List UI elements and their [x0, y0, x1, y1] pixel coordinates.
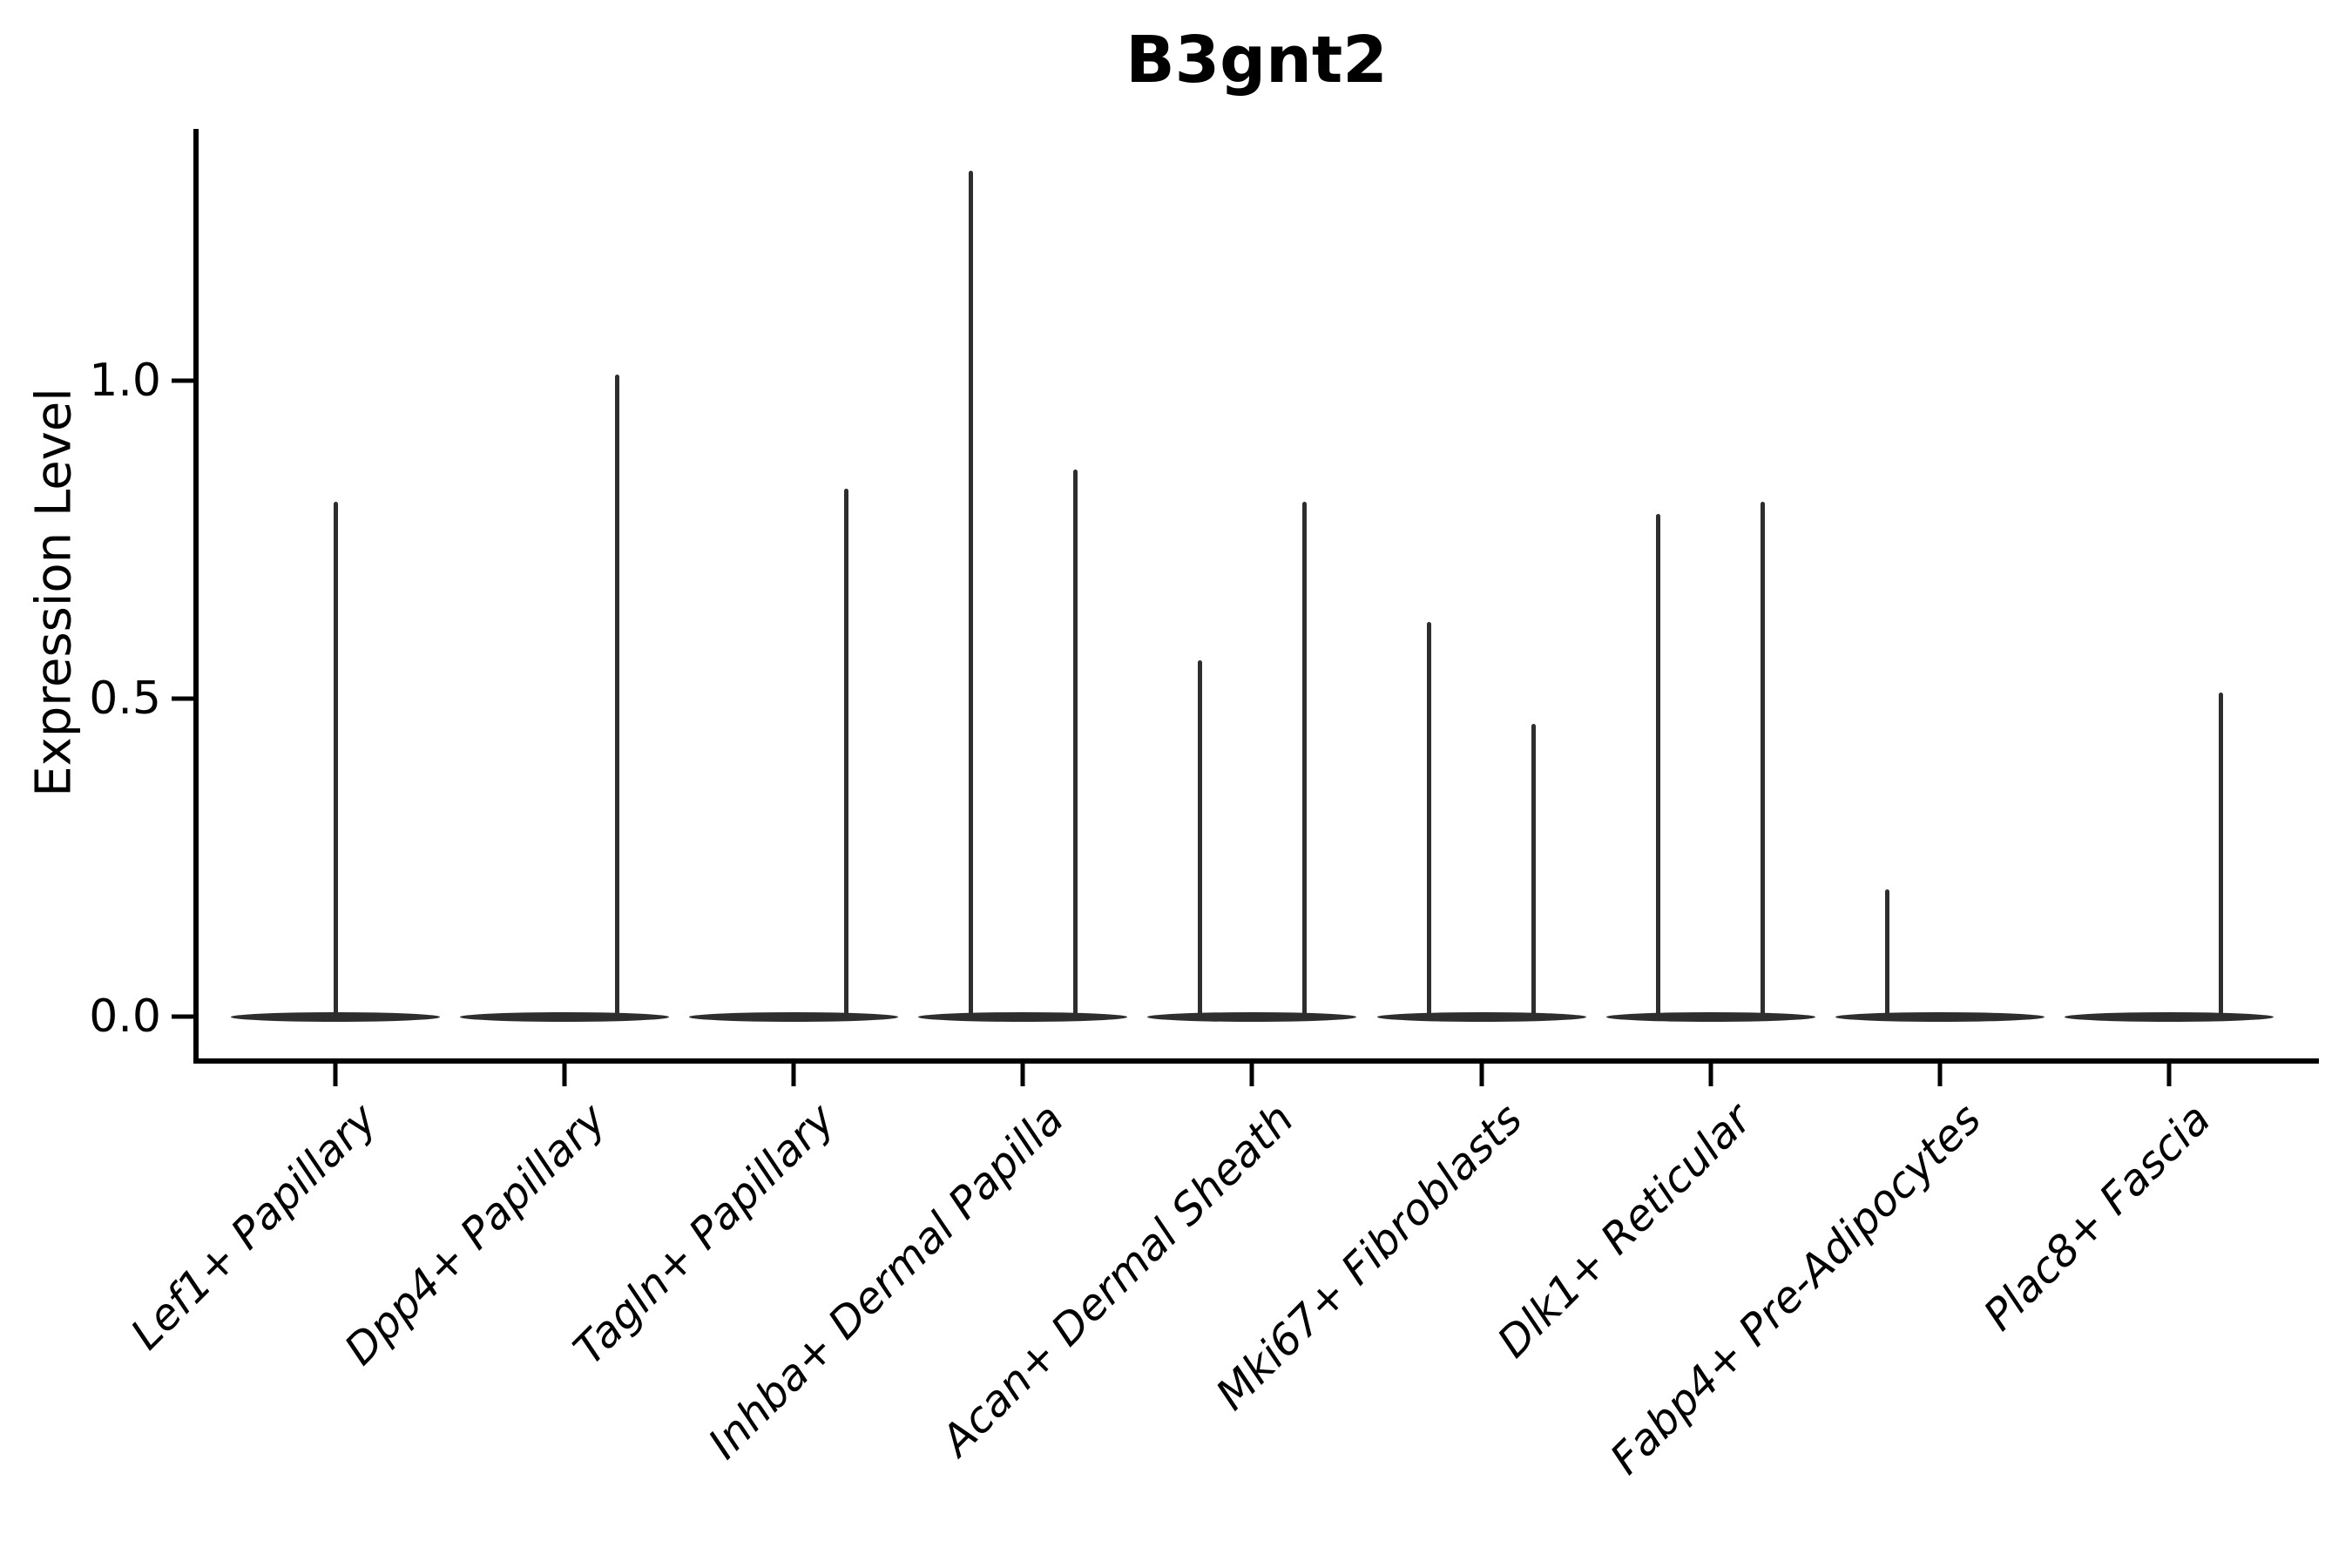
x-tick-label: Plac8+ Fascia	[1973, 1094, 2220, 1341]
violin-body	[2064, 1011, 2274, 1022]
violin-spike	[1197, 660, 1202, 1017]
x-tick-mark	[1479, 1064, 1484, 1086]
violin-body	[918, 1011, 1128, 1022]
violin-spike	[2219, 692, 2224, 1017]
x-tick-mark	[1020, 1064, 1025, 1086]
y-tick-label: 0.0	[89, 990, 161, 1043]
chart-title: B3gnt2	[1125, 23, 1388, 98]
violin-body	[1147, 1011, 1357, 1022]
violin-body	[1376, 1011, 1586, 1022]
violin-spike	[1427, 622, 1431, 1017]
x-tick-mark	[333, 1064, 338, 1086]
x-tick-mark	[1249, 1064, 1254, 1086]
violin-spike	[1072, 470, 1078, 1017]
x-tick-mark	[1937, 1064, 1943, 1086]
violin-spike	[1885, 889, 1890, 1017]
violin-body	[1605, 1011, 1815, 1022]
y-tick-mark	[172, 1014, 193, 1019]
violin-spike	[1531, 724, 1536, 1017]
y-axis-line	[193, 129, 199, 1064]
x-tick-mark	[791, 1064, 796, 1086]
y-tick-mark	[172, 378, 193, 383]
x-tick-label: Dlk1+ Reticular	[1488, 1094, 1761, 1368]
x-axis-line	[193, 1058, 2319, 1064]
x-tick-mark	[562, 1064, 567, 1086]
violin-spike	[614, 374, 619, 1017]
x-tick-mark	[1708, 1064, 1713, 1086]
violin-body	[460, 1011, 670, 1022]
violin-body	[1835, 1011, 2044, 1022]
y-tick-label: 1.0	[89, 355, 161, 407]
y-tick-mark	[172, 696, 193, 701]
x-tick-label: Lef1+ Papillary	[121, 1094, 387, 1360]
violin-spike	[843, 489, 848, 1017]
y-tick-label: 0.5	[89, 672, 161, 725]
violin-body	[689, 1011, 899, 1022]
violin-spike	[1656, 514, 1661, 1017]
violin-spike	[333, 501, 338, 1017]
x-tick-mark	[2166, 1064, 2172, 1086]
y-axis-label: Expression Level	[25, 388, 83, 797]
x-tick-label: Fabp4+ Pre-Adipocytes	[1600, 1094, 1991, 1484]
violin-spike	[1301, 501, 1307, 1017]
violin-spike	[968, 171, 973, 1017]
violin-body	[231, 1011, 440, 1022]
violin-spike	[1761, 501, 1766, 1017]
